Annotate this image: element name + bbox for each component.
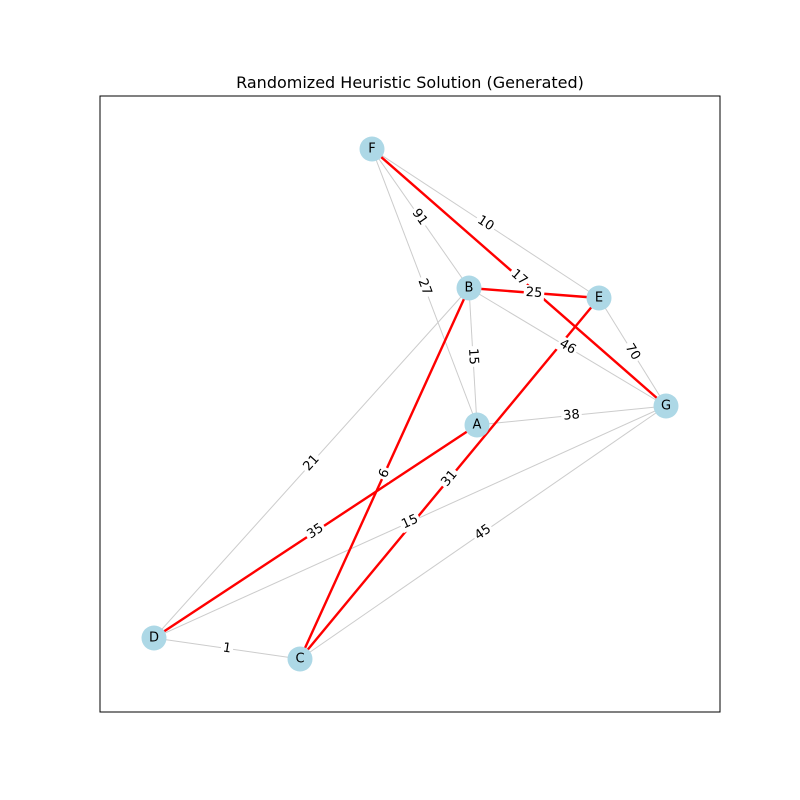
- edge-label-background: [523, 284, 545, 302]
- edge-label-background: [302, 519, 329, 544]
- node-label: G: [661, 399, 671, 414]
- node-circle: [141, 625, 167, 651]
- edge-weight-label-B-G: 46: [554, 335, 581, 359]
- edge-weight-label-B-D: 21: [299, 450, 324, 476]
- edge-weight-text: 46: [557, 336, 579, 357]
- node-A: A: [464, 412, 490, 438]
- node-circle: [586, 285, 612, 311]
- edge-weight-text: 21: [300, 452, 322, 474]
- edge-label-background: [407, 204, 432, 230]
- edge-label-background: [413, 274, 436, 300]
- edge-label-background: [560, 407, 583, 424]
- edge-weight-text: 25: [525, 285, 543, 301]
- plot-frame: [99, 95, 721, 713]
- edge-label-background: [470, 520, 496, 545]
- node-label: F: [368, 142, 375, 157]
- edge-weight-label-B-C: 6: [375, 464, 394, 483]
- edge-weight-label-A-D: 35: [302, 519, 329, 544]
- edge-label-background: [397, 510, 423, 534]
- node-label: D: [149, 631, 159, 646]
- edge-weight-label-D-C: 1: [219, 640, 235, 657]
- edge-weight-text: 70: [622, 341, 643, 363]
- nodes-layer: A B C D E F G: [141, 136, 679, 672]
- node-label: E: [595, 291, 603, 306]
- node-G: G: [653, 393, 679, 419]
- edge-label-background: [506, 265, 532, 290]
- node-circle: [359, 136, 385, 162]
- edge-weight-text: 1: [222, 640, 232, 656]
- edge-weight-text: 27: [415, 277, 435, 298]
- node-circle: [456, 275, 482, 301]
- node-label: C: [295, 652, 304, 667]
- edge-weight-text: 38: [563, 407, 581, 424]
- edge-label-background: [299, 450, 324, 476]
- figure-title: Randomized Heuristic Solution (Generated…: [236, 73, 584, 92]
- edge-weight-label-E-G: 70: [620, 339, 645, 365]
- edge-weight-text: 91: [409, 206, 431, 228]
- edge-weight-text: 10: [474, 213, 496, 235]
- node-E: E: [586, 285, 612, 311]
- edge-label-background: [464, 345, 482, 368]
- node-label: B: [465, 281, 474, 296]
- edge-label-background: [375, 464, 394, 483]
- node-F: F: [359, 136, 385, 162]
- edge-weight-label-F-A: 27: [413, 274, 436, 300]
- node-D: D: [141, 625, 167, 651]
- edge-weight-label-F-E: 10: [472, 211, 499, 236]
- node-label: A: [473, 418, 482, 433]
- edges-layer: [153, 148, 667, 660]
- edge-label-background: [437, 465, 462, 492]
- edge-weight-text: 15: [465, 348, 481, 365]
- node-circle: [653, 393, 679, 419]
- node-C: C: [287, 646, 313, 672]
- edge-weight-label-B-A: 15: [464, 345, 482, 368]
- edge-weight-text: 35: [304, 521, 326, 543]
- edge-label-background: [472, 211, 499, 236]
- edge-label-background: [620, 339, 645, 365]
- edge-label-background: [554, 335, 581, 359]
- edge-weight-label-C-G: 45: [470, 520, 496, 545]
- edge-weight-label-F-B: 91: [407, 204, 432, 230]
- edge-weight-label-A-G: 38: [560, 407, 583, 424]
- node-circle: [464, 412, 490, 438]
- edge-weight-text: 45: [472, 522, 494, 544]
- edge-weight-label-B-E: 25: [523, 284, 545, 302]
- node-B: B: [456, 275, 482, 301]
- node-circle: [287, 646, 313, 672]
- edge-weight-text: 15: [399, 512, 420, 532]
- edge-label-background: [219, 640, 235, 657]
- edge-weight-label-D-G: 15: [397, 510, 423, 534]
